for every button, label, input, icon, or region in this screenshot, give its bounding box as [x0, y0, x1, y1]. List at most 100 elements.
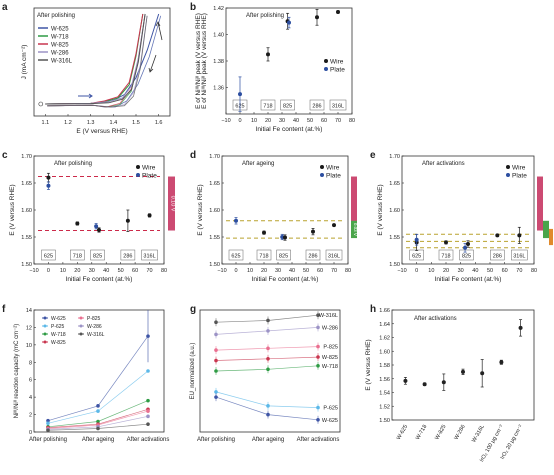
x-tick-label: 10 — [251, 118, 257, 124]
x-tick-label: 60 — [502, 268, 508, 274]
x-tick-label: −10 — [221, 118, 230, 124]
y-tick-label: 1.52 — [379, 404, 390, 410]
panel-letter-h: h — [370, 304, 376, 315]
x-tick-label: 30 — [275, 268, 281, 274]
data-point — [495, 233, 500, 238]
category-label: After polishing — [197, 437, 235, 443]
y-axis-label: EU_normalized (a.u.) — [190, 343, 196, 400]
y-axis-label: E (V versus RHE) — [9, 184, 16, 235]
data-point — [283, 235, 287, 240]
panel-letter-g: g — [190, 304, 196, 315]
x-tick-label: 40 — [293, 118, 299, 124]
data-point — [316, 418, 320, 422]
data-point — [499, 360, 504, 365]
y-tick-label: 1.50 — [379, 418, 390, 424]
data-point — [262, 230, 266, 235]
alloy-label-box — [511, 249, 528, 261]
legend-label: P-825 — [87, 316, 101, 322]
legend-marker — [43, 316, 47, 320]
y-tick-label: 14 — [26, 308, 32, 314]
legend-marker — [324, 59, 328, 63]
x-tick-label: 60 — [132, 268, 138, 274]
category-label: W-625 — [396, 424, 409, 441]
difference-bar — [168, 176, 175, 231]
x-tick-label: 20 — [74, 268, 80, 274]
alloy-label: 286 — [123, 254, 132, 260]
legend-label: W-825 — [51, 340, 66, 346]
legend-marker — [43, 340, 47, 344]
x-tick-label: 70 — [335, 118, 341, 124]
panel-h: 1.50 1.52 1.54 1.56 1.58 1.60 1.62 1.64 1.66 E (V… — [365, 308, 535, 463]
data-point — [146, 409, 150, 413]
data-point — [336, 9, 340, 14]
alloy-label-box — [120, 249, 136, 261]
data-point — [315, 15, 319, 20]
panel-b: −10 0 10 20 30 40 50 60 70 80 1.36 1.38 1.40 1.42 Init… — [201, 6, 355, 133]
sweep-arrow-icon — [78, 93, 93, 99]
legend-marker — [136, 173, 140, 177]
data-point — [214, 369, 218, 373]
difference-bar — [351, 176, 357, 231]
legend-label: W-286 — [87, 324, 102, 330]
x-tick-label: 50 — [307, 118, 313, 124]
alloy-label: 825 — [93, 254, 102, 260]
panel-letter-f: f — [2, 304, 6, 315]
alloy-label: 718 — [263, 104, 272, 110]
data-point — [414, 237, 419, 242]
data-point — [466, 242, 470, 247]
alloy-label-box — [90, 249, 105, 261]
data-point — [94, 224, 99, 229]
legend-marker — [320, 165, 324, 169]
difference-bar-label: 0.10 V — [170, 196, 176, 212]
data-point — [46, 428, 50, 433]
y-tick-label: 8 — [29, 360, 32, 366]
y-tick-label: 1.50 — [389, 262, 400, 268]
data-point — [146, 414, 150, 419]
panel-annotation: After polishing — [37, 13, 75, 19]
x-tick-label: −10 — [29, 268, 38, 274]
legend-label: W-825 — [51, 43, 69, 49]
data-point — [46, 175, 51, 180]
curve-W-316L — [45, 13, 146, 105]
alloy-label: 286 — [308, 254, 317, 260]
y-tick-label: 1.50 — [21, 262, 32, 268]
x-tick-label: 80 — [345, 268, 351, 274]
panel-g: After polishing After ageing After activat… — [190, 309, 341, 443]
x-tick-label: 1.1 — [42, 120, 50, 126]
alloy-label-box — [260, 99, 276, 111]
x-tick-label: 70 — [516, 268, 522, 274]
y-tick-label: 1.70 — [389, 154, 400, 160]
y-tick-label: 1.55 — [389, 235, 400, 241]
difference-bar — [543, 220, 549, 239]
alloy-label: 718 — [441, 254, 450, 260]
alloy-label: 825 — [462, 254, 471, 260]
y-tick-label: 6 — [29, 378, 32, 384]
data-point — [96, 426, 100, 431]
legend-label: W-625 — [51, 27, 69, 33]
data-point — [463, 245, 468, 250]
legend-marker — [506, 165, 510, 169]
legend-label: W-625 — [51, 316, 66, 322]
x-tick-label: 20 — [265, 118, 271, 124]
data-point — [46, 418, 50, 423]
y-axis-label: Niᴵᴵᴵ/Niᴵᴵ reaction capacity (mC cm⁻²) — [13, 324, 20, 419]
y-tick-label: 1.60 — [379, 349, 390, 355]
data-point — [96, 409, 100, 413]
alloy-label-box — [41, 249, 56, 261]
alloy-label: 316L — [513, 254, 525, 260]
data-point — [146, 398, 150, 403]
y-tick-label: 1.65 — [209, 181, 220, 187]
y-axis-label: E (V versus RHE) — [365, 339, 372, 390]
data-point — [316, 355, 320, 359]
plot-frame — [199, 309, 341, 433]
panel-letter-d: d — [190, 150, 196, 161]
data-point — [266, 412, 270, 417]
y-tick-label: 1.54 — [379, 391, 390, 397]
data-point — [214, 348, 218, 352]
x-tick-label: 80 — [531, 268, 537, 274]
x-tick-label: 30 — [89, 268, 95, 274]
y-tick-label: 1.65 — [21, 181, 32, 187]
difference-bar — [537, 176, 543, 231]
sweep-arrow-icon — [155, 21, 163, 41]
